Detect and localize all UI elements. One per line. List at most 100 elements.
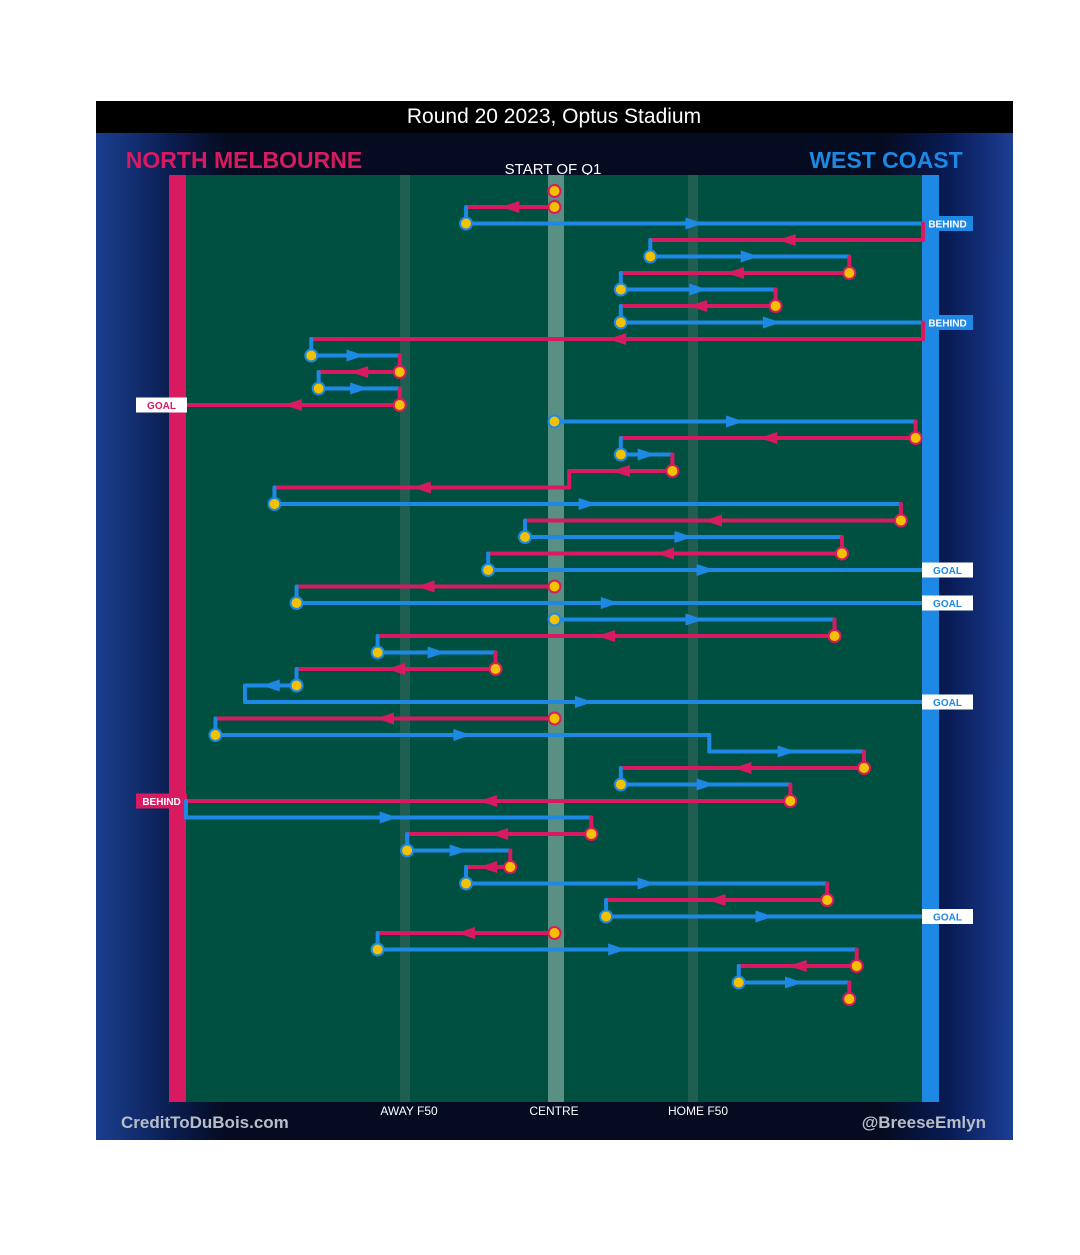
chain-arrow <box>479 795 498 807</box>
chain-chart: Round 20 2023, Optus Stadium NORTH MELBO… <box>96 101 1013 1132</box>
chain-arrow <box>479 861 498 873</box>
result-box <box>922 909 973 924</box>
turnover-point <box>459 876 474 891</box>
chain-25 <box>547 612 837 627</box>
chain-12: GOAL <box>136 386 407 413</box>
turnover-point <box>827 629 842 643</box>
result-box <box>922 216 973 231</box>
chain-16 <box>567 452 680 478</box>
result-label: BEHIND <box>142 797 180 808</box>
chain-arrow <box>346 349 365 362</box>
chain-7: BEHIND <box>613 304 973 330</box>
turnover-point <box>400 843 415 858</box>
chain-arrow <box>740 250 759 263</box>
result-box <box>136 793 187 809</box>
chain-arrow <box>350 382 369 395</box>
home-team-label: NORTH MELBOURNE <box>126 147 362 173</box>
turnover-point <box>518 530 533 544</box>
chains-layer: BEHIND BEHIND GOAL GOAL GOAL GOAL BEHIND GOAL <box>136 184 973 1006</box>
turnover-point <box>370 645 385 660</box>
turnover-point <box>208 728 223 742</box>
chain-45 <box>370 931 859 957</box>
chain-arrow <box>777 745 796 758</box>
centre-line <box>548 175 564 1102</box>
turnover-point <box>584 827 599 841</box>
chain-3 <box>643 238 852 264</box>
chain-15 <box>613 436 675 462</box>
result-label: GOAL <box>933 566 962 577</box>
chain-arrow <box>416 580 435 593</box>
turnover-point <box>459 216 474 231</box>
result-label: BEHIND <box>928 220 966 231</box>
turnover-point <box>599 909 614 924</box>
chain-28 <box>294 650 503 676</box>
turnover-point <box>311 381 326 396</box>
turnover-point <box>768 299 783 313</box>
result-label: GOAL <box>933 599 962 610</box>
chain-arrow <box>611 465 630 477</box>
turnover-point <box>481 563 496 577</box>
turnover-point <box>392 398 407 412</box>
chain-arrow <box>733 762 752 774</box>
chain-arrow <box>674 531 693 543</box>
chain-arrow <box>427 646 446 659</box>
chain-arrow <box>387 663 406 675</box>
turnover-point <box>547 414 562 429</box>
result-label: BEHIND <box>928 319 966 330</box>
chain-arrow <box>457 927 476 939</box>
chain-11 <box>311 370 402 396</box>
turnover-point <box>665 464 680 478</box>
chain-38 <box>405 815 599 841</box>
chain-arrow <box>696 778 715 791</box>
result-box <box>136 397 187 413</box>
turnover-point <box>547 926 562 940</box>
chain-34 <box>618 749 872 775</box>
home-goal-bar <box>169 175 186 1102</box>
chain-6 <box>618 287 783 313</box>
chain-arrow <box>578 498 597 510</box>
turnover-point <box>613 447 628 462</box>
turnover-point <box>849 959 864 973</box>
result-label: GOAL <box>147 401 176 412</box>
chain-arrow <box>656 547 675 560</box>
chain-arrow <box>412 481 431 494</box>
chain-33 <box>707 733 867 758</box>
result-label: GOAL <box>933 913 962 924</box>
turnover-point <box>613 315 628 330</box>
period-label: START OF Q1 <box>505 161 602 178</box>
chain-arrow <box>689 283 708 296</box>
chain-44 <box>375 926 562 940</box>
result-box <box>922 595 973 611</box>
result-box <box>922 562 973 578</box>
result-label: GOAL <box>933 698 962 709</box>
turnover-point <box>267 497 282 511</box>
chain-arrow <box>755 910 774 923</box>
chain-8 <box>309 320 925 345</box>
chain-arrow <box>597 630 616 642</box>
turnover-point <box>613 777 628 792</box>
chain-9 <box>304 337 402 363</box>
turnover-point <box>820 893 835 907</box>
footer-credit: CreditToDuBois.com <box>121 1113 289 1132</box>
chain-40 <box>464 848 518 874</box>
chain-arrow <box>375 712 394 725</box>
chain-5 <box>613 271 778 297</box>
chain-arrow <box>574 696 593 708</box>
chain-39 <box>400 832 513 858</box>
chart-frame: Round 20 2023, Optus Stadium NORTH MELBO… <box>96 101 1013 1140</box>
result-box <box>922 315 973 330</box>
chain-18 <box>267 485 903 511</box>
turnover-point <box>370 942 385 957</box>
chart-title: Round 20 2023, Optus Stadium <box>407 105 701 128</box>
chain-arrow <box>283 399 302 411</box>
chain-19 <box>523 502 908 528</box>
chain-43: GOAL <box>599 898 973 924</box>
chain-arrow <box>637 448 656 461</box>
turnover-point <box>547 579 562 594</box>
title-bar <box>96 101 1013 133</box>
x-tick-centre: CENTRE <box>529 1104 578 1118</box>
chain-arrow <box>726 267 745 279</box>
chain-13 <box>547 414 918 429</box>
chain-41 <box>459 865 830 891</box>
chain-arrow <box>788 960 807 972</box>
